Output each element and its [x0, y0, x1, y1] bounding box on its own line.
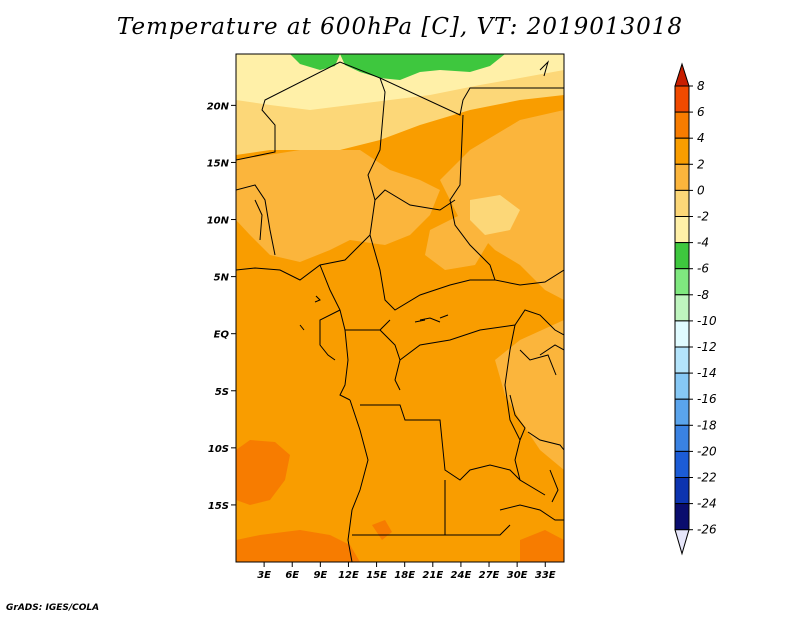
- country-borders: [236, 60, 564, 562]
- x-tick-label: 3E: [257, 570, 271, 581]
- colorbar-bin: [674, 137, 690, 165]
- colorbar-bin: [674, 242, 690, 270]
- colorbar-label: -4: [697, 236, 709, 250]
- region-sahel-band: [470, 195, 520, 235]
- y-tick-label: 10S: [208, 444, 229, 455]
- x-tick-label: 27E: [479, 570, 500, 581]
- x-tick-label: 30E: [507, 570, 528, 581]
- x-tick-label: 6E: [285, 570, 299, 581]
- x-tick-label: 12E: [338, 570, 359, 581]
- colorbar-bin: [674, 268, 690, 296]
- colorbar-bin: [674, 111, 690, 139]
- colorbar-label: -10: [697, 314, 717, 328]
- colorbar-label: 8: [697, 79, 705, 93]
- colorbar-bin: [674, 163, 690, 191]
- colorbar-bin: [674, 294, 690, 322]
- colorbar-label: -20: [697, 444, 717, 458]
- colorbar-label: -12: [697, 340, 717, 354]
- credit-text: GrADS: IGES/COLA: [6, 603, 100, 613]
- x-axis: 3E 6E 9E 12E 15E 18E 21E 24E 27E 30E 33E: [257, 562, 556, 581]
- colorbar-label: 4: [697, 131, 705, 145]
- region-east-mid: [425, 215, 490, 270]
- colorbar-label: -2: [697, 210, 709, 224]
- colorbar-label: -6: [697, 262, 709, 276]
- colorbar-label: 6: [697, 105, 705, 119]
- region-north-cold-pocket: [290, 54, 505, 80]
- y-tick-label: 10N: [207, 216, 230, 227]
- colorbar-label: -22: [697, 471, 717, 485]
- x-tick-label: 24E: [451, 570, 472, 581]
- colorbar-label: -8: [697, 288, 709, 302]
- y-tick-label: EQ: [214, 330, 230, 341]
- x-tick-label: 18E: [394, 570, 415, 581]
- y-tick-label: 15S: [208, 501, 229, 512]
- chart-title: Temperature at 600hPa [C], VT: 201901301…: [116, 14, 684, 40]
- colorbar-label: 2: [697, 157, 705, 171]
- region-angola-hot: [236, 530, 360, 562]
- y-tick-label: 15N: [207, 158, 230, 169]
- region-angola-hot: [520, 530, 564, 562]
- colorbar-bin: [674, 216, 690, 244]
- x-tick-label: 21E: [422, 570, 443, 581]
- colorbar-bin: [674, 450, 690, 478]
- colorbar-bin: [674, 372, 690, 400]
- colorbar-bin: [674, 424, 690, 452]
- y-tick-label: 5N: [214, 273, 230, 284]
- colorbar-extend-top: [674, 62, 690, 87]
- colorbar-extend-bottom: [674, 529, 690, 556]
- colorbar-bin: [674, 398, 690, 426]
- colorbar-label: 0: [697, 183, 705, 197]
- colorbar-label: -26: [697, 523, 717, 537]
- colorbar-bin: [674, 85, 690, 113]
- colorbar-bin: [674, 320, 690, 348]
- colorbar-bin: [674, 346, 690, 374]
- y-tick-label: 5S: [215, 387, 229, 398]
- y-axis: 20N 15N 10N 5N EQ 5S 10S 15S: [207, 101, 236, 512]
- x-tick-label: 33E: [535, 570, 556, 581]
- colorbar-label: -16: [697, 392, 717, 406]
- x-tick-label: 9E: [313, 570, 327, 581]
- region-west-mid: [236, 150, 440, 262]
- colorbar-bin: [674, 477, 690, 505]
- region-angola-hot: [236, 440, 290, 505]
- x-tick-label: 15E: [366, 570, 387, 581]
- colorbar-bin: [674, 503, 690, 531]
- map-field: [236, 54, 564, 562]
- colorbar: 8 6 4 2 0 -2 -4 -6 -8 -10 -12 -14 -16 -18 -20 -22 -24 -26: [674, 62, 717, 556]
- colorbar-label: -24: [697, 497, 717, 511]
- region-east-mid: [495, 320, 564, 470]
- plot-frame: [235, 53, 565, 563]
- colorbar-label: -18: [697, 418, 717, 432]
- colorbar-label: -14: [697, 366, 717, 380]
- y-tick-label: 20N: [207, 101, 230, 112]
- colorbar-bin: [674, 189, 690, 217]
